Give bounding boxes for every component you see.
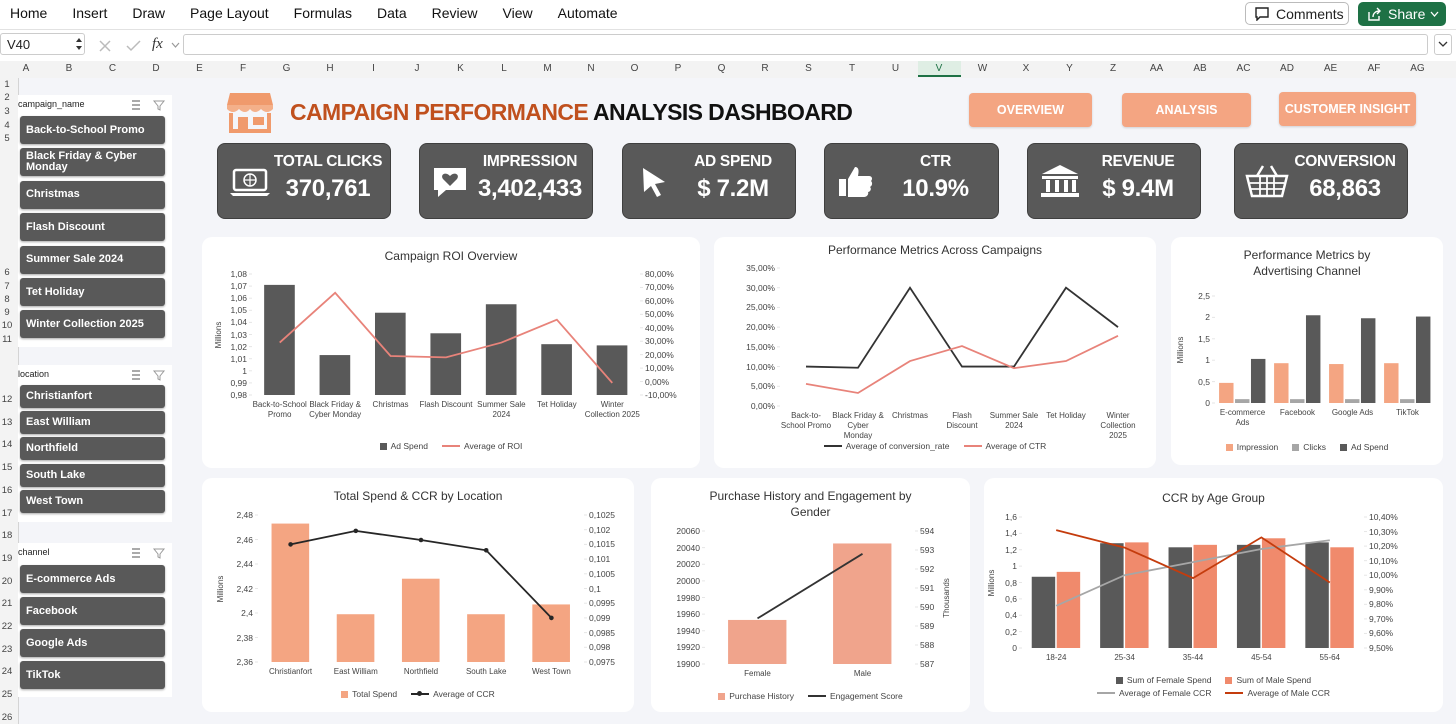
row-header[interactable]: 2 xyxy=(4,92,10,103)
row-header[interactable]: 10 xyxy=(1,320,13,331)
column-header[interactable]: AA xyxy=(1149,63,1164,74)
column-headers: A B C D E F G H I J K L M N O P Q R S T U V W X Y Z AA AB AC AD AE AF AG xyxy=(0,61,1456,79)
row-header[interactable]: 26 xyxy=(1,711,13,723)
row-header[interactable]: 4 xyxy=(4,120,10,131)
row-header[interactable]: 7 xyxy=(4,281,10,292)
formula-cancel-confirm xyxy=(99,40,141,52)
column-header[interactable]: C xyxy=(108,63,117,74)
ribbon-tab[interactable]: View xyxy=(502,5,533,21)
ribbon-tab[interactable]: Formulas xyxy=(293,5,353,21)
row-header[interactable]: 23 xyxy=(1,643,13,655)
row-header[interactable]: 11 xyxy=(2,334,12,345)
column-header[interactable]: F xyxy=(239,63,247,74)
column-header[interactable]: G xyxy=(282,63,291,74)
column-header[interactable]: V xyxy=(935,63,943,74)
column-header[interactable]: AB xyxy=(1193,63,1207,74)
row-header[interactable]: 13 xyxy=(1,416,13,428)
fx-caret xyxy=(171,42,180,48)
column-header[interactable]: Q xyxy=(717,63,726,74)
row-header[interactable]: 25 xyxy=(1,689,13,701)
ribbon: Home Insert Draw Page Layout Formulas Data Rev… xyxy=(0,0,1456,29)
row-header[interactable]: 16 xyxy=(1,484,13,496)
column-header[interactable]: Y xyxy=(1066,63,1073,74)
column-header[interactable]: U xyxy=(891,63,900,74)
column-header[interactable]: S xyxy=(805,63,812,74)
name-box-text: V40 xyxy=(7,37,31,52)
comments-label: Comments xyxy=(1276,5,1344,22)
column-header[interactable]: O xyxy=(630,63,639,74)
share-button[interactable]: Share xyxy=(1358,2,1446,26)
formula-bar: V40 fx xyxy=(0,29,1456,62)
column-header[interactable]: D xyxy=(152,63,160,74)
row-header[interactable]: 6 xyxy=(4,267,10,278)
nav-button[interactable]: ANALYSIS xyxy=(1122,93,1251,127)
comments-icon xyxy=(1255,7,1269,21)
column-header[interactable]: T xyxy=(848,63,856,74)
ribbon-tabs: Home Insert Draw Page Layout Formulas Data Rev… xyxy=(10,5,618,21)
column-header[interactable]: B xyxy=(65,63,73,74)
row-header[interactable]: 24 xyxy=(1,666,13,678)
column-header[interactable]: AG xyxy=(1410,63,1425,74)
column-header[interactable]: Z xyxy=(1109,63,1117,74)
column-header[interactable]: R xyxy=(761,63,769,74)
column-header[interactable]: AF xyxy=(1367,63,1381,74)
name-box[interactable]: V40 xyxy=(0,33,85,55)
ribbon-tab[interactable]: Insert xyxy=(72,5,108,21)
row-headers: 1 2 3 4 5 6 7 8 9 10 11 12 13 14 15 16 17 18 19 20 21 22 23 24 2… xyxy=(0,78,19,724)
formula-expand[interactable] xyxy=(1434,34,1452,55)
row-header[interactable]: 19 xyxy=(1,552,13,564)
comments-button[interactable]: Comments xyxy=(1245,2,1349,25)
share-icon xyxy=(1368,7,1381,21)
column-header[interactable]: W xyxy=(977,63,988,74)
column-header[interactable]: X xyxy=(1022,63,1030,74)
formula-input[interactable] xyxy=(183,34,1428,55)
row-header[interactable]: 18 xyxy=(1,530,13,542)
ribbon-tab[interactable]: Draw xyxy=(132,5,166,21)
column-header[interactable]: AD xyxy=(1280,63,1294,74)
column-header[interactable]: A xyxy=(22,63,30,74)
selected-column-highlight xyxy=(918,61,961,77)
row-header[interactable]: 21 xyxy=(1,598,13,610)
column-header[interactable]: H xyxy=(326,63,334,74)
dashboard-sheet xyxy=(19,78,1456,724)
column-header[interactable]: J xyxy=(414,63,420,74)
row-header[interactable]: 15 xyxy=(1,462,13,474)
row-header[interactable]: 14 xyxy=(1,439,13,451)
column-header[interactable]: AE xyxy=(1323,63,1338,74)
ribbon-tab[interactable]: Data xyxy=(377,5,407,21)
expand-icon xyxy=(1438,41,1448,47)
row-header[interactable]: 17 xyxy=(1,507,13,519)
column-header[interactable]: I xyxy=(372,63,375,74)
column-header[interactable]: AC xyxy=(1236,63,1251,74)
nav-button[interactable]: CUSTOMER INSIGHT xyxy=(1279,92,1416,126)
ribbon-tab[interactable]: Home xyxy=(10,5,48,21)
column-header[interactable]: M xyxy=(543,63,552,74)
name-box-arrows xyxy=(76,38,82,50)
row-header[interactable]: 5 xyxy=(4,133,10,144)
nav-button[interactable]: OVERVIEW xyxy=(969,93,1092,127)
row-header[interactable]: 3 xyxy=(4,106,10,117)
ribbon-tab[interactable]: Automate xyxy=(557,5,618,21)
column-header[interactable]: K xyxy=(457,63,464,74)
row-header[interactable]: 8 xyxy=(4,294,10,305)
share-caret xyxy=(1430,11,1439,17)
ribbon-tab[interactable]: Review xyxy=(431,5,478,21)
column-header[interactable]: N xyxy=(587,63,595,74)
column-header[interactable]: P xyxy=(674,63,682,74)
fx-label[interactable]: fx xyxy=(152,36,163,52)
column-header[interactable]: E xyxy=(196,63,203,74)
ribbon-tab[interactable]: Page Layout xyxy=(190,5,269,21)
share-label: Share xyxy=(1388,6,1426,22)
row-header[interactable]: 12 xyxy=(1,394,13,405)
row-header[interactable]: 20 xyxy=(1,575,13,587)
row-header[interactable]: 1 xyxy=(4,79,10,90)
column-header[interactable]: L xyxy=(501,63,507,74)
row-header[interactable]: 9 xyxy=(4,307,10,318)
row-header[interactable]: 22 xyxy=(1,621,13,632)
